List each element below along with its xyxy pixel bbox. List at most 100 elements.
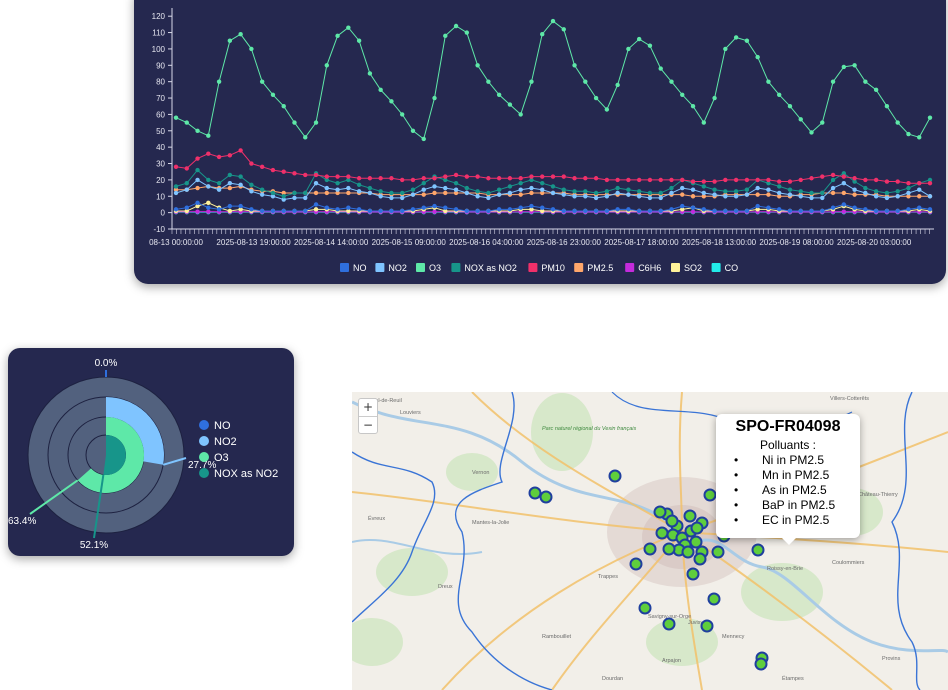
data-point xyxy=(238,207,243,212)
polar-legend-item-no2[interactable]: NO2 xyxy=(199,436,237,448)
zoom-control[interactable]: + − xyxy=(358,398,378,434)
legend-item-o3[interactable]: O3 xyxy=(416,263,441,273)
station-marker[interactable] xyxy=(689,535,703,549)
polar-leader-line xyxy=(93,474,105,539)
data-point xyxy=(680,203,685,209)
data-point xyxy=(755,207,760,212)
data-point xyxy=(809,195,814,201)
data-point xyxy=(443,208,448,214)
data-point xyxy=(529,174,534,179)
station-marker[interactable] xyxy=(643,542,657,556)
station-marker[interactable] xyxy=(662,617,676,631)
place-label: Louviers xyxy=(400,410,421,416)
data-point xyxy=(335,207,340,212)
polar-legend-item-o3[interactable]: O3 xyxy=(199,452,229,464)
station-marker[interactable] xyxy=(700,619,714,633)
y-tick-label: 70 xyxy=(156,94,165,103)
chart-legend[interactable]: NO NO2 O3 NOX as NO2 PM10 PM2.5 C6H6 SO2 CO xyxy=(340,263,738,273)
station-marker[interactable] xyxy=(686,567,700,581)
data-point xyxy=(540,187,545,192)
x-tick-label: 2025-08-18 13:00:00 xyxy=(682,238,757,247)
data-point xyxy=(787,179,793,184)
station-marker[interactable] xyxy=(528,486,542,500)
data-point xyxy=(852,187,857,192)
legend-item-no2[interactable]: NO2 xyxy=(375,263,407,273)
data-point xyxy=(270,194,276,199)
data-point xyxy=(615,207,620,212)
legend-item-no[interactable]: NO xyxy=(340,263,367,273)
station-marker[interactable] xyxy=(655,526,669,540)
station-marker[interactable] xyxy=(690,521,704,535)
station-marker[interactable] xyxy=(754,657,768,671)
station-marker[interactable] xyxy=(711,545,725,559)
polar-legend[interactable]: NO NO2 O3 NOX as NO2 xyxy=(199,420,278,480)
data-point xyxy=(658,190,663,196)
station-marker[interactable] xyxy=(693,552,707,566)
data-point xyxy=(895,194,900,199)
polar-legend-item-no[interactable]: NO xyxy=(199,420,231,432)
data-point xyxy=(744,177,750,183)
legend-swatch xyxy=(528,263,538,272)
polar-legend-item-nox-as-no2[interactable]: NOX as NO2 xyxy=(199,468,278,480)
data-point xyxy=(680,207,685,212)
station-marker[interactable] xyxy=(638,601,652,615)
data-point xyxy=(550,18,556,24)
legend-item-pm10[interactable]: PM10 xyxy=(528,263,565,273)
data-point xyxy=(173,184,179,189)
x-axis: 08-13 00:00:00 2025-08-13 19:00:00 2025-08… xyxy=(149,228,934,247)
legend-swatch xyxy=(711,263,721,272)
series-line-no2 xyxy=(175,179,931,201)
station-marker[interactable] xyxy=(707,592,721,606)
legend-item-c6h6[interactable]: C6H6 xyxy=(625,263,661,273)
legend-swatch xyxy=(340,263,349,272)
data-point xyxy=(690,104,696,109)
y-tick-label: 30 xyxy=(156,160,165,169)
legend-dot xyxy=(199,420,209,430)
station-marker[interactable] xyxy=(662,542,676,556)
legend-item-pm2-5[interactable]: PM2.5 xyxy=(574,263,613,273)
station-markers[interactable] xyxy=(528,469,769,671)
data-point xyxy=(443,33,448,39)
station-marker[interactable] xyxy=(665,514,679,528)
y-tick-label: 0 xyxy=(161,209,166,218)
zoom-in-button[interactable]: + xyxy=(362,400,374,414)
station-marker[interactable] xyxy=(608,469,622,483)
legend-label: NO2 xyxy=(388,263,407,273)
data-point xyxy=(496,187,502,192)
station-marker[interactable] xyxy=(751,543,765,557)
data-point xyxy=(324,177,329,183)
station-marker[interactable] xyxy=(539,490,553,504)
data-point xyxy=(540,208,545,214)
data-point xyxy=(852,63,857,68)
data-point xyxy=(346,25,351,30)
station-marker[interactable] xyxy=(703,488,717,502)
popup-title: SPO-FR04098 xyxy=(735,418,841,435)
data-point xyxy=(540,180,545,186)
data-point xyxy=(927,180,933,186)
data-point xyxy=(852,179,857,184)
data-point xyxy=(400,208,405,214)
data-point xyxy=(507,176,513,181)
legend-item-co[interactable]: CO xyxy=(711,263,739,273)
legend-item-nox-as-no2[interactable]: NOX as NO2 xyxy=(451,263,517,273)
data-point xyxy=(863,79,868,84)
station-marker[interactable] xyxy=(681,545,695,559)
place-label: Étampes xyxy=(782,675,804,682)
zoom-out-button[interactable]: − xyxy=(359,416,377,434)
data-point xyxy=(906,190,911,196)
data-point xyxy=(238,182,243,187)
station-marker[interactable] xyxy=(629,557,643,571)
y-tick-label: 80 xyxy=(156,78,165,87)
data-point xyxy=(540,174,545,179)
station-marker[interactable] xyxy=(683,509,697,523)
forest-area xyxy=(531,393,593,471)
data-point xyxy=(259,208,265,214)
legend-item-so2[interactable]: SO2 xyxy=(671,263,702,273)
data-point xyxy=(604,189,610,194)
data-point xyxy=(744,38,750,43)
data-point xyxy=(324,174,329,179)
station-marker[interactable] xyxy=(653,505,667,519)
data-point xyxy=(356,182,362,187)
data-point xyxy=(820,208,825,214)
stations-map[interactable]: Val-de-Reuil Louviers Parc naturel régiona… xyxy=(352,392,948,690)
